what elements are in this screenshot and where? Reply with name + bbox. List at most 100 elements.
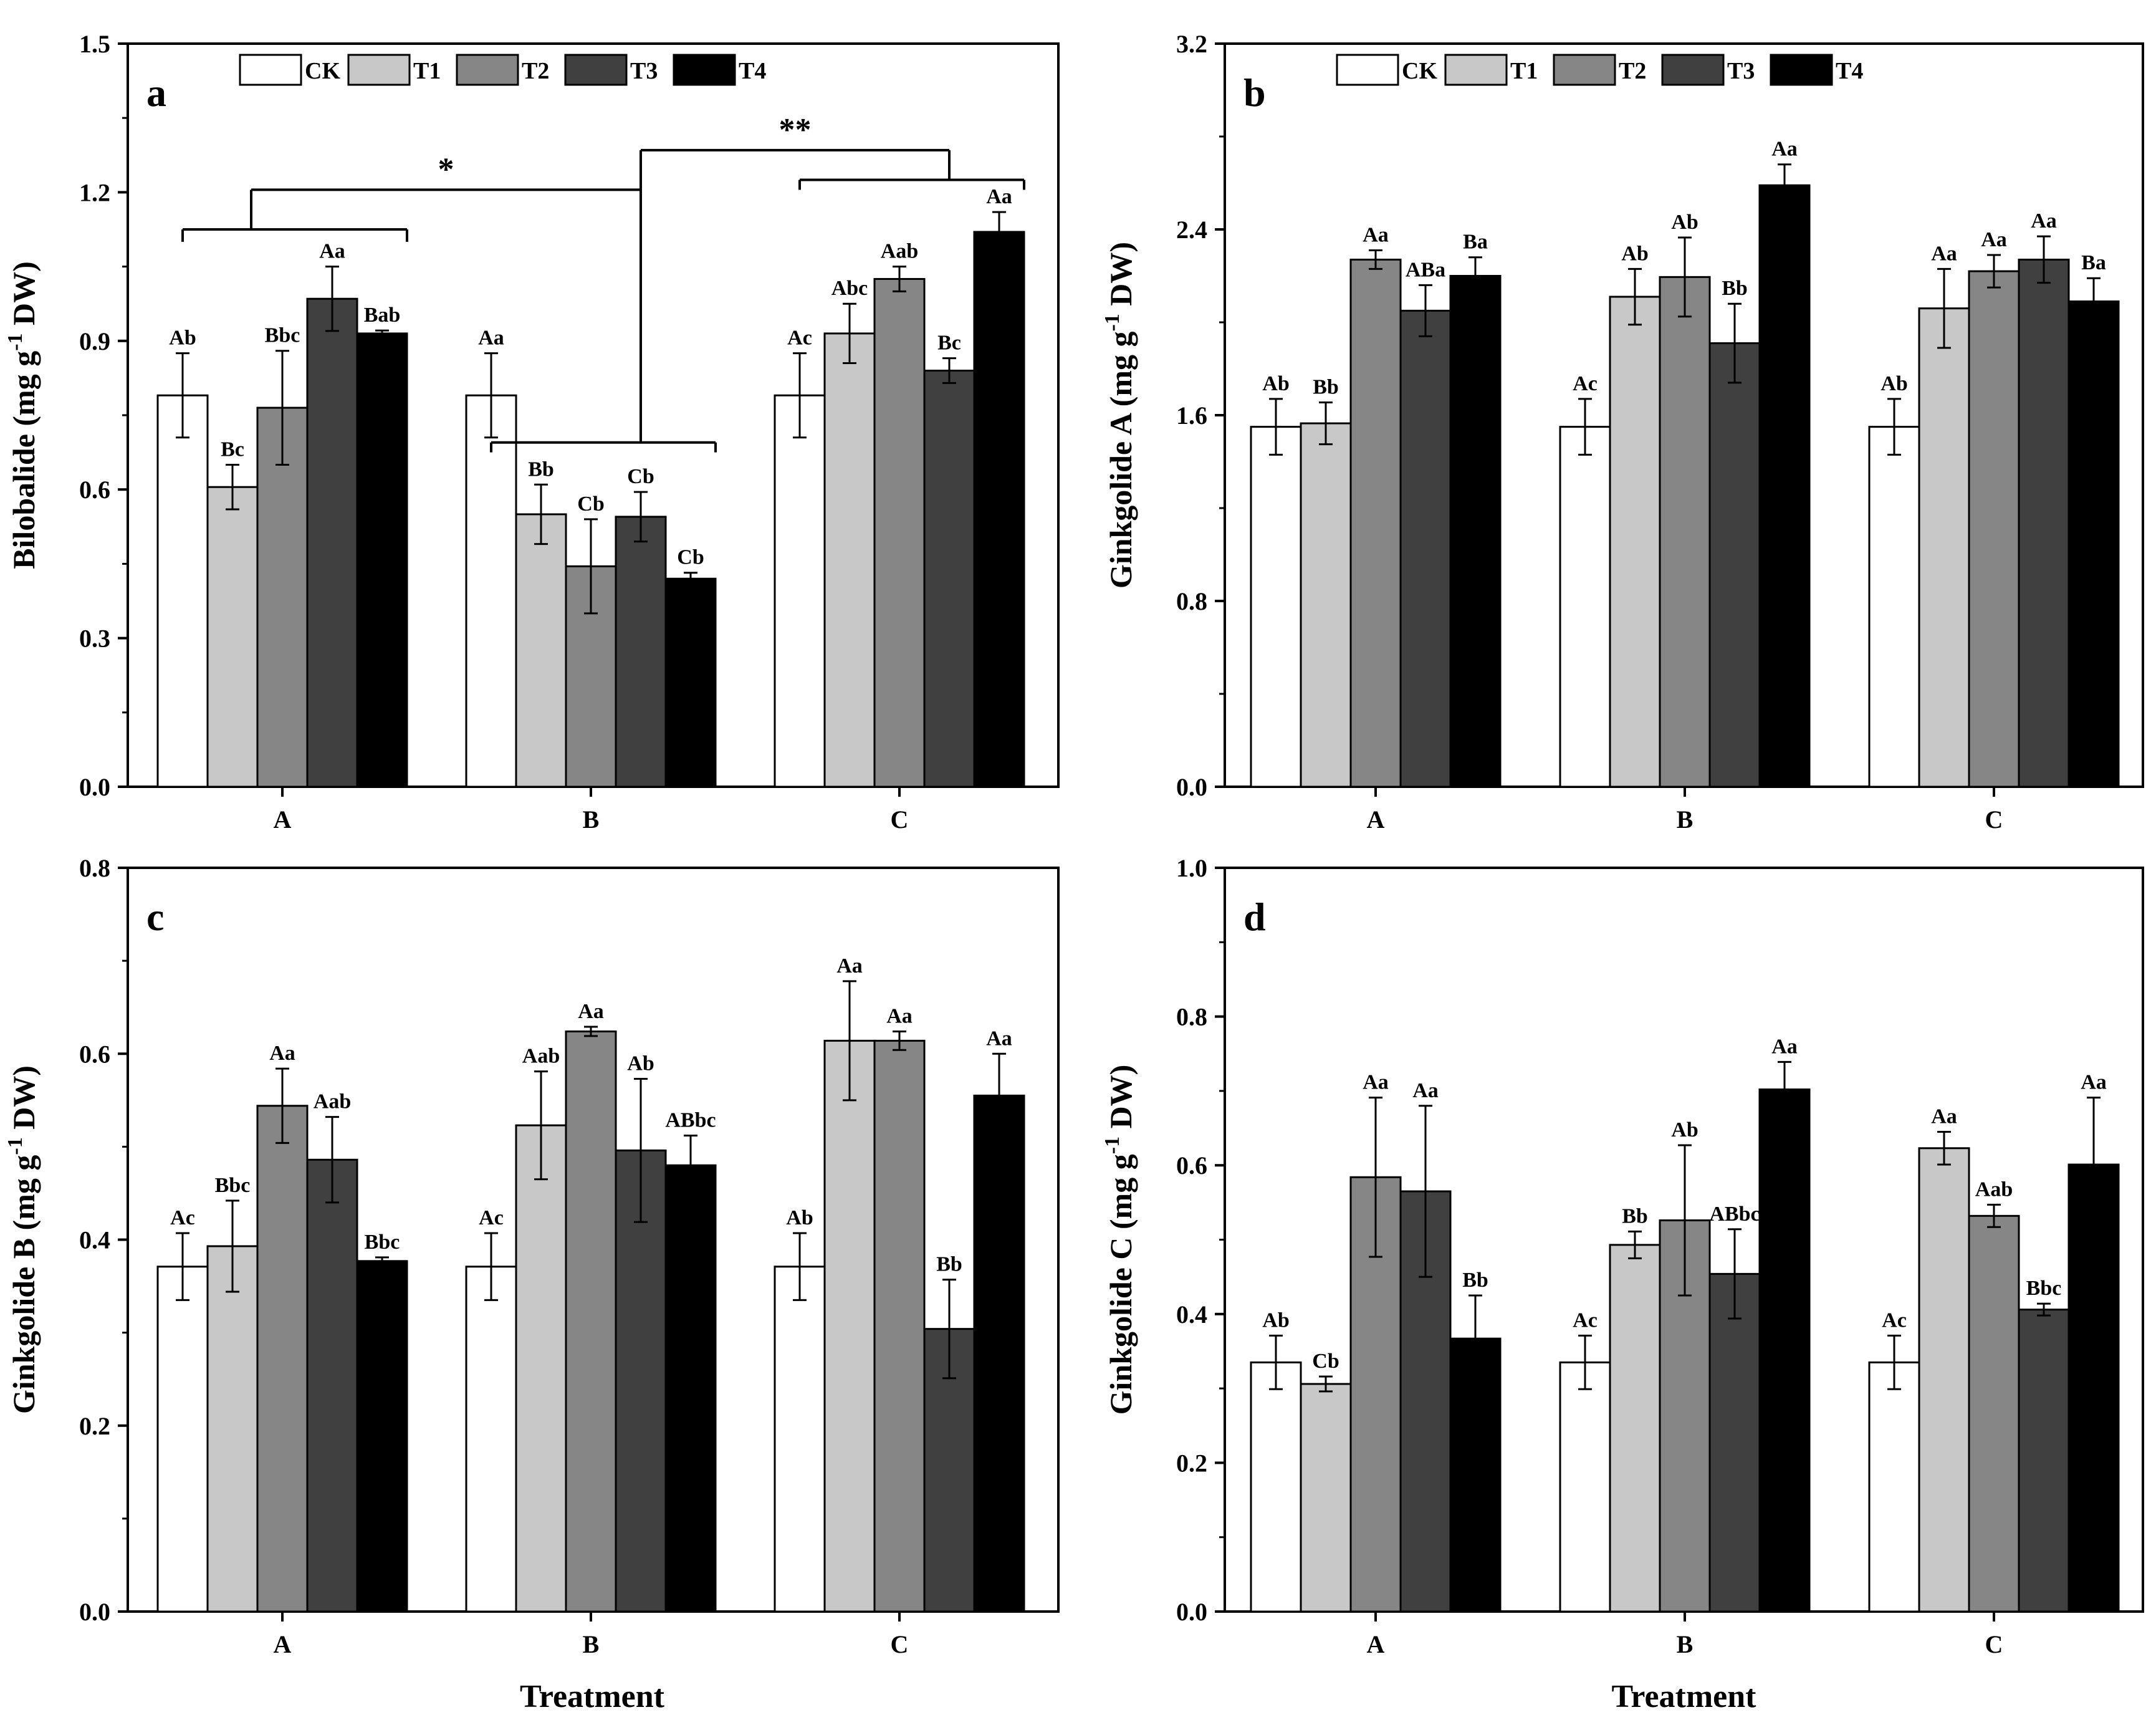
bar-ck-b <box>465 1266 517 1613</box>
y-axis-title-end: DW) <box>1103 1065 1138 1137</box>
y-axis-title-superscript: -1 <box>4 1137 27 1155</box>
significance-letter: Aa <box>1771 138 1798 161</box>
bar-ck-b <box>1559 1361 1611 1613</box>
legend-swatch-t1 <box>347 54 411 86</box>
significance-letter: Ac <box>1573 1309 1598 1332</box>
y-axis-title: Ginkgolide C (mg g-1 DW) <box>1101 1065 1138 1415</box>
bar-t3-c <box>923 1328 975 1613</box>
legend-swatch-t2 <box>1553 54 1616 86</box>
significance-letter: Bc <box>221 438 244 461</box>
y-tick-label: 0.2 <box>1176 1449 1207 1477</box>
y-tick-label: 0.6 <box>79 476 110 504</box>
significance-letter: Aa <box>986 1027 1012 1050</box>
legend-swatch-t3 <box>1661 54 1725 86</box>
significance-letter: Aa <box>986 185 1012 208</box>
bar-t1-a <box>206 1245 259 1613</box>
bar-ck-a <box>1250 426 1302 788</box>
panel-letter: d <box>1243 895 1266 939</box>
y-axis-title: Ginkgolide A (mg g-1 DW) <box>1101 242 1138 589</box>
bar-t3-a <box>1399 309 1452 788</box>
y-tick-label: 0.8 <box>79 854 110 882</box>
bar-t3-b <box>615 516 667 788</box>
y-axis-title-superscript: -1 <box>1101 314 1124 331</box>
significance-letter: Aab <box>881 240 918 263</box>
bar-t1-c <box>823 332 876 788</box>
significance-letter: Ab <box>627 1052 654 1075</box>
bar-t3-c <box>923 369 975 788</box>
significance-letter: Ac <box>479 1206 504 1229</box>
bar-t2-b <box>565 1030 617 1613</box>
y-axis-title-end: DW) <box>6 1065 41 1137</box>
bar-t3-c <box>2018 258 2070 788</box>
bar-t1-a <box>1300 1383 1352 1613</box>
y-tick-label: 0.6 <box>79 1040 110 1068</box>
y-tick-label: 0.9 <box>79 327 110 355</box>
y-axis-title-main: Bilobalide (mg g <box>6 351 41 569</box>
bar-t1-b <box>1609 1244 1661 1613</box>
significance-star: * <box>438 151 454 187</box>
legend-label-ck: CK <box>1402 58 1437 84</box>
bar-t3-a <box>306 297 358 788</box>
significance-letter: Aa <box>1363 224 1389 247</box>
bar-t1-b <box>515 513 567 788</box>
bar-t4-b <box>664 577 717 788</box>
bar-t4-a <box>1449 1337 1502 1613</box>
panel-letter: c <box>146 895 164 939</box>
significance-letter: Ab <box>1262 372 1289 395</box>
panel-c-ginkgolide-b: 0.00.20.40.60.8AAcBbcAaAabBbcBAcAabAaAbA… <box>4 854 1060 1658</box>
y-tick-label: 1.2 <box>79 178 110 206</box>
x-axis-title-left: Treatment <box>520 1679 665 1714</box>
y-tick-label: 0.3 <box>79 625 110 653</box>
significance-letter: Aa <box>578 1000 604 1023</box>
significance-letter: Aab <box>1975 1178 2013 1201</box>
legend-label-t1: T1 <box>413 58 441 84</box>
legend: CK T1 T2 T3 T4 <box>239 54 766 86</box>
panel-d-ginkgolide-c: 0.0 0.2 0.4 0.6 0.8 1.0 A Ab Cb Aa Aa Bb B Ac Bb Ab ABbc… <box>1101 854 2144 1714</box>
bar-t1-a <box>206 486 259 788</box>
legend-label-t3: T3 <box>1727 58 1755 84</box>
bar-ck-a <box>156 394 209 788</box>
significance-letter: Cb <box>577 493 604 516</box>
y-tick-label: 0.8 <box>1176 587 1207 615</box>
legend-swatch-t2 <box>456 54 519 86</box>
significance-letter: Ab <box>1881 372 1907 395</box>
significance-letter: Abc <box>831 277 868 300</box>
bar-t4-c <box>2067 300 2120 788</box>
legend-label-ck: CK <box>305 58 340 84</box>
significance-letter: Bbc <box>265 324 300 347</box>
legend-label-t1: T1 <box>1510 58 1538 84</box>
bar-t1-b <box>1609 296 1661 788</box>
significance-letter: Bb <box>1313 376 1339 399</box>
y-axis-title-main: Ginkgolide B (mg g <box>6 1155 41 1414</box>
legend-swatch-t1 <box>1444 54 1508 86</box>
bar-t3-a <box>306 1158 358 1613</box>
legend-swatch-t4 <box>1770 54 1833 86</box>
significance-letter: Ac <box>1882 1309 1907 1332</box>
legend-label-t2: T2 <box>522 58 549 84</box>
significance-double-star: ** <box>779 112 812 148</box>
x-axis-title: Treatment <box>1612 1679 1757 1714</box>
bar-t2-c <box>1968 1214 2020 1613</box>
significance-letter: Aa <box>1363 1071 1389 1094</box>
y-tick-label: 0.0 <box>79 773 110 801</box>
bar-ck-c <box>1868 1361 1920 1613</box>
bar-ck-c <box>774 1266 826 1613</box>
significance-letter: Bb <box>936 1253 962 1276</box>
legend-swatch-ck <box>239 54 302 86</box>
y-tick-label: 0.2 <box>79 1412 110 1440</box>
significance-letter: Bbc <box>2026 1277 2062 1300</box>
bar-ck-a <box>156 1266 209 1613</box>
significance-letter: Cb <box>627 465 654 488</box>
significance-letter: Bb <box>528 458 554 481</box>
bar-ck-c <box>774 394 826 788</box>
x-tick-label: A <box>274 1630 292 1658</box>
y-tick-label: 1.6 <box>1176 401 1207 430</box>
significance-letter: Ac <box>170 1206 195 1229</box>
significance-letter: Aa <box>1771 1035 1798 1058</box>
bar-t2-b <box>1659 276 1711 788</box>
y-axis-title-superscript: -1 <box>4 333 27 350</box>
bar-t2-c <box>873 277 926 788</box>
x-tick-label: B <box>1677 1630 1694 1658</box>
bar-t4-a <box>356 1260 408 1613</box>
